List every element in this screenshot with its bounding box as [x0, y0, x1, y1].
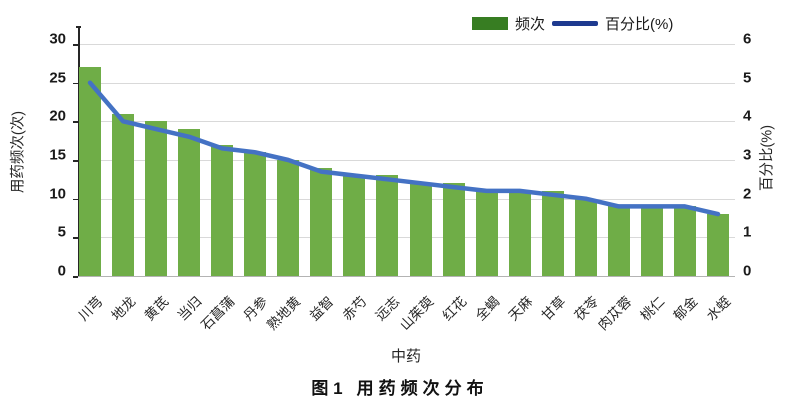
x-tick-label-益智: 益智 [307, 293, 337, 324]
x-tick-label-熟地黄: 熟地黄 [264, 293, 304, 334]
x-axis-line [78, 276, 735, 277]
figure-caption-number: 图 1 [311, 379, 343, 398]
figure-caption: 图 1 用药频次分布 [0, 374, 800, 399]
bar-石菖蒲 [211, 144, 234, 276]
y-axis-line [78, 26, 80, 276]
y-tick-label-right-4: 4 [743, 107, 752, 125]
x-tick-label-郁金: 郁金 [670, 293, 701, 324]
bar-郁金 [673, 206, 696, 276]
x-tick-label-甘草: 甘草 [538, 293, 569, 324]
y-tick-label-left-15: 15 [49, 146, 66, 164]
figure-caption-title: 用药频次分布 [356, 379, 489, 398]
x-tick-label-全蝎: 全蝎 [472, 293, 502, 324]
x-tick-label-黄芪: 黄芪 [141, 293, 172, 324]
y-tick-label-left-20: 20 [49, 107, 66, 125]
y-tick-label-right-6: 6 [743, 30, 752, 48]
bar-远志 [376, 175, 399, 276]
gridline-20 [78, 121, 735, 123]
gridline-30 [78, 44, 735, 45]
x-tick-label-赤芍: 赤芍 [340, 293, 370, 324]
gridline-25 [78, 82, 735, 84]
bar-地龙 [112, 113, 135, 276]
legend-label-frequency: 频次 [515, 16, 546, 33]
x-tick-label-天麻: 天麻 [505, 293, 536, 324]
right-axis-title: 百分比(%) [759, 124, 776, 192]
y-tick-label-right-1: 1 [743, 223, 752, 241]
bar-黄芪 [145, 121, 168, 276]
y-tick-label-left-25: 25 [49, 69, 66, 87]
y-tick-25 [73, 82, 78, 85]
bar-熟地黄 [277, 160, 300, 276]
chart-legend: 频次 百分比(%) [472, 13, 673, 34]
x-tick-label-桃仁: 桃仁 [637, 293, 668, 324]
bar-赤芍 [343, 175, 366, 276]
gridline-15 [78, 160, 735, 161]
y-tick-label-left-5: 5 [57, 223, 66, 241]
bar-桃仁 [640, 206, 663, 276]
left-axis-title: 用药频次(次) [10, 110, 27, 194]
x-tick-label-地龙: 地龙 [108, 293, 139, 324]
y-tick-label-right-3: 3 [743, 146, 752, 164]
bar-甘草 [541, 190, 564, 276]
x-tick-label-山茱萸: 山茱萸 [396, 293, 436, 334]
y-tick-label-left-0: 0 [57, 262, 66, 280]
y-tick-label-left-10: 10 [49, 185, 66, 203]
y-tick-label-right-0: 0 [743, 262, 752, 280]
bar-川芎 [79, 67, 101, 276]
x-axis-title: 中药 [390, 348, 422, 365]
bar-肉苁蓉 [607, 206, 630, 276]
y-tick-10 [73, 198, 78, 201]
legend-label-percentage: 百分比(%) [605, 16, 674, 33]
y-tick-label-right-5: 5 [743, 69, 752, 87]
bar-水蛭 [707, 214, 729, 276]
y-tick-label-right-2: 2 [743, 185, 752, 203]
bar-红花 [442, 183, 465, 276]
gridline-10 [78, 198, 735, 200]
y-tick-5 [73, 237, 78, 239]
bar-全蝎 [475, 190, 498, 276]
y-axis-top-tick [76, 26, 81, 28]
y-tick-30 [73, 44, 78, 46]
bar-当归 [178, 129, 201, 276]
y-tick-label-left-30: 30 [49, 30, 66, 48]
y-tick-15 [73, 160, 78, 162]
x-tick-label-红花: 红花 [439, 293, 469, 324]
bar-益智 [310, 167, 333, 276]
x-tick-label-水蛭: 水蛭 [703, 293, 734, 324]
bar-天麻 [508, 190, 531, 276]
legend-bar-swatch [472, 17, 508, 30]
x-tick-label-川芎: 川芎 [75, 293, 106, 324]
gridline-5 [78, 237, 735, 239]
y-tick-20 [73, 121, 78, 123]
x-tick-label-肉苁蓉: 肉苁蓉 [594, 293, 635, 334]
bar-丹参 [244, 152, 267, 276]
x-tick-label-石菖蒲: 石菖蒲 [198, 293, 238, 334]
bar-山茱萸 [409, 183, 432, 276]
bar-茯苓 [574, 198, 597, 276]
legend-line-swatch [552, 21, 599, 26]
y-tick-0 [73, 276, 78, 278]
